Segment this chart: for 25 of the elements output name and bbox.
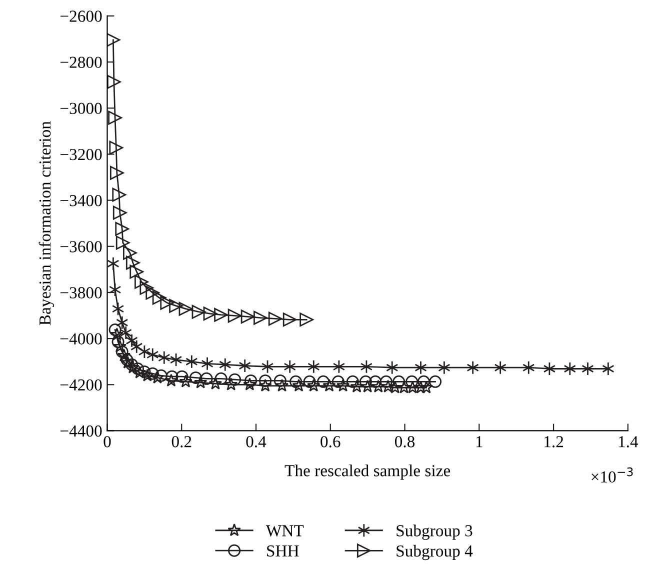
- y-tick-label: −3000: [60, 102, 102, 114]
- x-tick-label: 1.2: [544, 436, 564, 448]
- x-tick-label: 0.8: [394, 436, 415, 448]
- legend-label: Subgroup 4: [396, 544, 473, 560]
- y-tick-label: −4000: [60, 333, 102, 344]
- y-tick-label: −2800: [60, 56, 102, 68]
- y-tick-label: −3600: [60, 241, 102, 252]
- x-axis-title: The rescaled sample size: [284, 464, 450, 480]
- x-tick-label: 0: [104, 436, 111, 448]
- y-tick-label: −3800: [60, 287, 102, 298]
- legend-label: Subgroup 3: [396, 524, 472, 540]
- y-tick-label: −2600: [60, 10, 102, 22]
- x-tick-label: 0.4: [246, 436, 266, 448]
- y-tick-label: −4400: [60, 425, 102, 437]
- legend-label: SHH: [267, 545, 299, 557]
- legend-label: WNT: [266, 525, 304, 536]
- y-axis-title: Bayesian information criterion: [38, 121, 54, 326]
- y-tick-label: −3400: [60, 194, 102, 206]
- x-tick-label: 0.6: [320, 436, 340, 448]
- x-tick-label: 0.2: [172, 436, 192, 448]
- x-tick-label: 1: [476, 436, 482, 448]
- text: ×10$^{−3}$: [592, 467, 633, 483]
- y-tick-label: −4200: [60, 379, 102, 391]
- y-tick-label: −3200: [60, 148, 102, 160]
- x-tick-label: 1.4: [618, 436, 638, 448]
